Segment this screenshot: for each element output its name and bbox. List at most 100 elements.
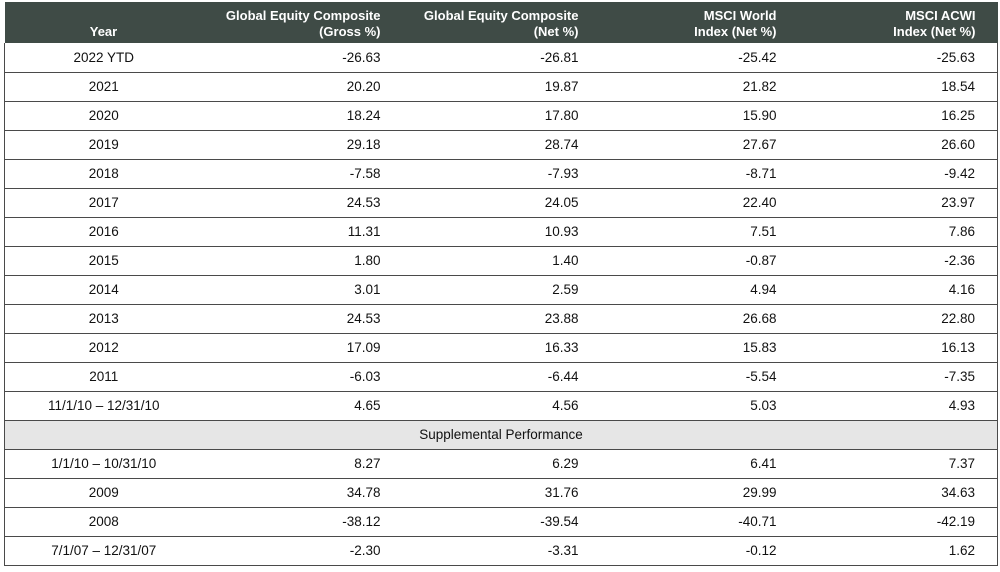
cell-msci-world: -0.87 [598,246,797,276]
cell-msci-world: 6.41 [598,449,797,479]
cell-gross: 18.24 [202,101,401,131]
cell-year: 2016 [4,217,203,247]
cell-net: -26.81 [400,43,599,73]
cell-msci-world: 27.67 [598,130,797,160]
cell-msci-world: 26.68 [598,304,797,334]
cell-gross: 4.65 [202,391,401,421]
cell-gross: -7.58 [202,159,401,189]
cell-gross: 17.09 [202,333,401,363]
cell-year: 2015 [4,246,203,276]
cell-net: 24.05 [400,188,599,218]
cell-net: -6.44 [400,362,599,392]
cell-gross: 1.80 [202,246,401,276]
cell-msci-acwi: 18.54 [796,72,998,102]
cell-year: 2012 [4,333,203,363]
table-row: 2017 24.53 24.05 22.40 23.97 [4,188,998,218]
cell-gross: -26.63 [202,43,401,73]
cell-msci-acwi: 16.25 [796,101,998,131]
cell-net: 23.88 [400,304,599,334]
header-gross: Global Equity Composite (Gross %) [202,2,401,43]
table-row: 2011 -6.03 -6.44 -5.54 -7.35 [4,362,998,392]
cell-msci-world: 15.83 [598,333,797,363]
cell-net: -7.93 [400,159,599,189]
cell-msci-acwi: -42.19 [796,507,998,537]
cell-msci-world: -8.71 [598,159,797,189]
table-row: 7/1/07 – 12/31/07 -2.30 -3.31 -0.12 1.62 [4,536,998,566]
cell-year: 2018 [4,159,203,189]
cell-msci-world: 7.51 [598,217,797,247]
cell-net: 2.59 [400,275,599,305]
table-row: 2012 17.09 16.33 15.83 16.13 [4,333,998,363]
cell-gross: 8.27 [202,449,401,479]
cell-msci-acwi: 16.13 [796,333,998,363]
cell-msci-world: 15.90 [598,101,797,131]
section-row: Supplemental Performance [4,420,998,450]
table-row: 2015 1.80 1.40 -0.87 -2.36 [4,246,998,276]
cell-gross: 20.20 [202,72,401,102]
table-row: 11/1/10 – 12/31/10 4.65 4.56 5.03 4.93 [4,391,998,421]
table-row: 2021 20.20 19.87 21.82 18.54 [4,72,998,102]
header-net: Global Equity Composite (Net %) [400,2,599,43]
cell-msci-acwi: 4.16 [796,275,998,305]
cell-net: -39.54 [400,507,599,537]
table-row: 2019 29.18 28.74 27.67 26.60 [4,130,998,160]
table-row: 1/1/10 – 10/31/10 8.27 6.29 6.41 7.37 [4,449,998,479]
table-row: 2022 YTD -26.63 -26.81 -25.42 -25.63 [4,43,998,73]
table-row: 2013 24.53 23.88 26.68 22.80 [4,304,998,334]
cell-year: 2013 [4,304,203,334]
table-body: 2022 YTD -26.63 -26.81 -25.42 -25.63 2021 20.2… [4,43,998,566]
cell-gross: 24.53 [202,188,401,218]
cell-gross: 3.01 [202,275,401,305]
header-row: Year Global Equity Composite (Gross %) Gl… [4,2,998,43]
cell-msci-world: -40.71 [598,507,797,537]
cell-net: 16.33 [400,333,599,363]
cell-msci-acwi: -25.63 [796,43,998,73]
cell-gross: 34.78 [202,478,401,508]
cell-msci-acwi: -2.36 [796,246,998,276]
cell-year: 2009 [4,478,203,508]
cell-year: 1/1/10 – 10/31/10 [4,449,203,479]
cell-year: 2019 [4,130,203,160]
cell-gross: 11.31 [202,217,401,247]
cell-msci-acwi: 4.93 [796,391,998,421]
performance-table-container: Year Global Equity Composite (Gross %) Gl… [4,2,998,566]
cell-year: 2021 [4,72,203,102]
cell-year: 2014 [4,275,203,305]
cell-msci-world: 5.03 [598,391,797,421]
cell-net: 1.40 [400,246,599,276]
cell-gross: -38.12 [202,507,401,537]
cell-msci-acwi: 23.97 [796,188,998,218]
cell-year: 2017 [4,188,203,218]
cell-net: 19.87 [400,72,599,102]
cell-net: 10.93 [400,217,599,247]
header-msci-acwi: MSCI ACWI Index (Net %) [796,2,998,43]
cell-msci-world: -25.42 [598,43,797,73]
cell-year: 2011 [4,362,203,392]
cell-msci-acwi: 7.37 [796,449,998,479]
cell-msci-acwi: 7.86 [796,217,998,247]
cell-net: 17.80 [400,101,599,131]
cell-year: 7/1/07 – 12/31/07 [4,536,203,566]
cell-year: 2008 [4,507,203,537]
header-year: Year [4,2,203,43]
cell-msci-world: 22.40 [598,188,797,218]
cell-msci-acwi: 34.63 [796,478,998,508]
cell-net: 31.76 [400,478,599,508]
table-header: Year Global Equity Composite (Gross %) Gl… [4,2,998,43]
table-row: 2008 -38.12 -39.54 -40.71 -42.19 [4,507,998,537]
cell-msci-acwi: 1.62 [796,536,998,566]
cell-year: 11/1/10 – 12/31/10 [4,391,203,421]
cell-gross: -2.30 [202,536,401,566]
header-msci-world: MSCI World Index (Net %) [598,2,797,43]
table-row: 2020 18.24 17.80 15.90 16.25 [4,101,998,131]
section-label: Supplemental Performance [4,420,998,450]
cell-net: -3.31 [400,536,599,566]
cell-msci-acwi: -7.35 [796,362,998,392]
cell-msci-acwi: 22.80 [796,304,998,334]
cell-gross: 29.18 [202,130,401,160]
cell-msci-world: -5.54 [598,362,797,392]
cell-msci-world: 21.82 [598,72,797,102]
cell-msci-acwi: -9.42 [796,159,998,189]
cell-msci-world: 4.94 [598,275,797,305]
table-row: 2018 -7.58 -7.93 -8.71 -9.42 [4,159,998,189]
